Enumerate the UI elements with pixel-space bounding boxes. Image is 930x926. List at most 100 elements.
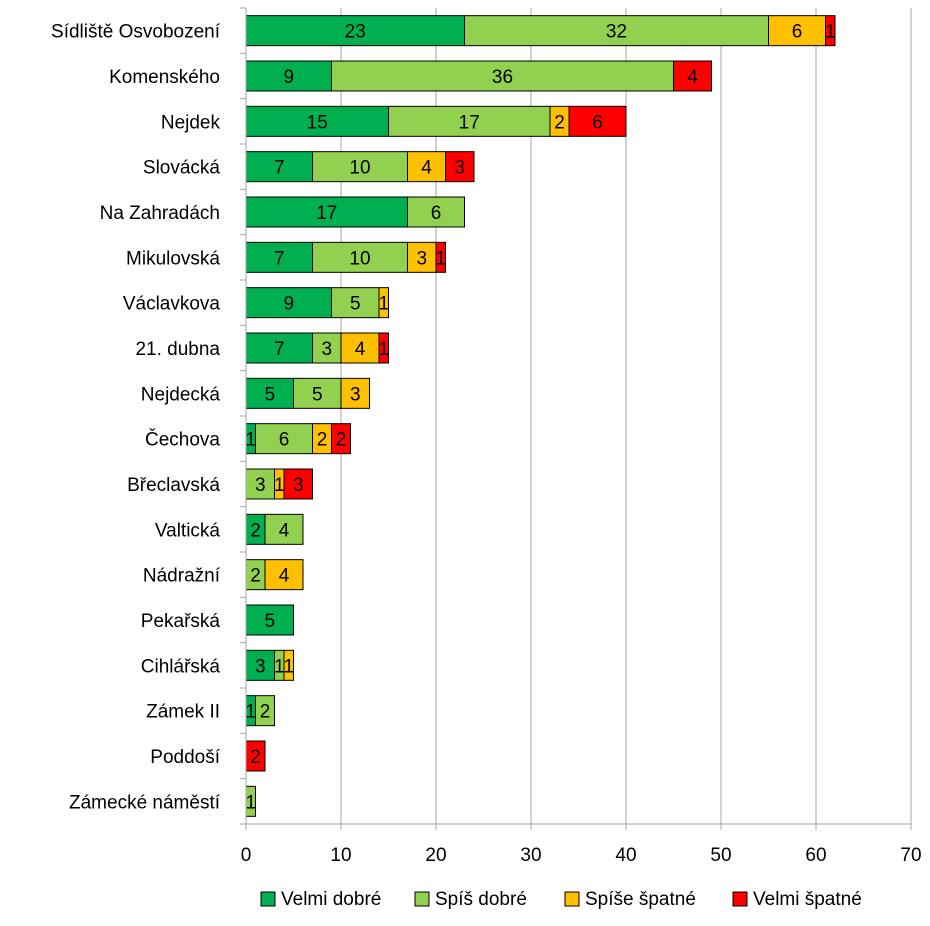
bar-segment bbox=[407, 151, 446, 183]
data-label: 10 bbox=[349, 158, 370, 179]
bar-segment bbox=[340, 377, 370, 409]
category-label: Sídliště Osvobození bbox=[51, 22, 221, 43]
data-label: 6 bbox=[279, 430, 290, 451]
data-label: 23 bbox=[345, 22, 366, 43]
category-label: Nádražní bbox=[143, 566, 221, 587]
category-label: Břeclavská bbox=[127, 475, 220, 496]
data-label: 3 bbox=[255, 656, 266, 677]
bar-segment bbox=[245, 604, 294, 636]
data-label: 5 bbox=[264, 384, 275, 405]
bar-segment bbox=[768, 15, 826, 47]
data-label: 1 bbox=[245, 702, 256, 723]
bar-segment bbox=[673, 60, 712, 92]
data-label: 5 bbox=[264, 611, 275, 632]
data-label: 3 bbox=[293, 475, 304, 496]
x-tick-label: 30 bbox=[520, 845, 541, 866]
bar-segment bbox=[378, 332, 389, 364]
data-label: 32 bbox=[606, 22, 627, 43]
data-label: 7 bbox=[274, 339, 285, 360]
bar-segment bbox=[312, 151, 408, 183]
data-label: 1 bbox=[435, 248, 446, 269]
x-tick-label: 70 bbox=[900, 845, 921, 866]
bar-segment bbox=[245, 468, 275, 500]
legend-label: Spíše špatné bbox=[585, 889, 696, 910]
bar-segment bbox=[331, 287, 380, 319]
category-label: 21. dubna bbox=[135, 339, 220, 360]
data-label: 7 bbox=[274, 248, 285, 269]
data-label: 4 bbox=[355, 339, 366, 360]
data-label: 7 bbox=[274, 158, 285, 179]
bar-segment bbox=[283, 649, 294, 681]
bar-segment bbox=[435, 241, 446, 273]
category-label: Slovácká bbox=[143, 158, 221, 179]
bar-segment bbox=[331, 60, 674, 92]
category-label: Valtická bbox=[155, 520, 221, 541]
data-label: 4 bbox=[687, 67, 698, 88]
legend-swatch bbox=[732, 891, 748, 907]
data-label: 2 bbox=[317, 430, 328, 451]
bar-segment bbox=[255, 695, 275, 727]
data-label: 3 bbox=[321, 339, 332, 360]
x-tick-label: 20 bbox=[425, 845, 446, 866]
data-label: 4 bbox=[421, 158, 432, 179]
data-label: 4 bbox=[279, 520, 290, 541]
axes: 0 10 20 30 40 50 60 70 Sídliště Osvobození Komens… bbox=[51, 7, 922, 866]
category-label: Mikulovská bbox=[126, 248, 220, 269]
data-label: 10 bbox=[349, 248, 370, 269]
data-label: 6 bbox=[592, 112, 603, 133]
bar-segment bbox=[825, 15, 836, 47]
data-label: 3 bbox=[255, 475, 266, 496]
x-tick-label: 10 bbox=[330, 845, 351, 866]
bar-segment bbox=[264, 513, 304, 545]
x-tick-label: 50 bbox=[710, 845, 731, 866]
data-label: 6 bbox=[431, 203, 442, 224]
data-label: 3 bbox=[454, 158, 465, 179]
data-label: 1 bbox=[378, 294, 389, 315]
category-label: Poddoší bbox=[150, 747, 220, 768]
data-label: 9 bbox=[283, 294, 294, 315]
bar-segment bbox=[407, 196, 465, 228]
data-label: 36 bbox=[492, 67, 513, 88]
bar-segment bbox=[264, 559, 304, 591]
x-tick-label: 40 bbox=[615, 845, 636, 866]
data-label: 2 bbox=[336, 430, 347, 451]
legend-label: Velmi špatné bbox=[753, 889, 862, 910]
legend-swatch bbox=[414, 891, 430, 907]
data-label: 2 bbox=[250, 747, 261, 768]
bar-segment bbox=[312, 241, 408, 273]
data-label: 3 bbox=[350, 384, 361, 405]
data-label: 1 bbox=[274, 656, 285, 677]
data-label: 1 bbox=[245, 792, 256, 813]
legend-label: Velmi dobré bbox=[281, 889, 381, 910]
bar-segment bbox=[464, 15, 769, 47]
bar-segment bbox=[340, 332, 380, 364]
grid bbox=[340, 8, 912, 824]
data-label: 1 bbox=[245, 430, 256, 451]
data-label: 3 bbox=[416, 248, 427, 269]
bars: 23 32 6 19 36 415 17 2 67 10 4 317 67 10 3 19 5 17 3 4 15 5 31… bbox=[245, 15, 836, 817]
bar-segment bbox=[245, 332, 313, 364]
bar-segment bbox=[245, 241, 313, 273]
data-label: 1 bbox=[283, 656, 294, 677]
legend: Velmi dobré Spíš dobré Spíše špatné Velmi š… bbox=[260, 889, 862, 910]
bar-segment bbox=[445, 151, 475, 183]
bar-segment bbox=[293, 377, 342, 409]
legend-swatch bbox=[564, 891, 580, 907]
category-label: Čechova bbox=[145, 429, 220, 451]
category-label: Zámek II bbox=[146, 702, 220, 723]
category-label: Pekařská bbox=[141, 611, 221, 632]
data-label: 15 bbox=[307, 112, 328, 133]
bar-segment bbox=[245, 151, 313, 183]
data-label: 9 bbox=[283, 67, 294, 88]
x-tick-label: 0 bbox=[241, 845, 252, 866]
category-label: Zámecké náměstí bbox=[69, 792, 221, 813]
data-label: 4 bbox=[279, 566, 290, 587]
data-label: 1 bbox=[274, 475, 285, 496]
data-label: 1 bbox=[378, 339, 389, 360]
data-label: 17 bbox=[316, 203, 337, 224]
legend-swatch bbox=[260, 891, 276, 907]
data-label: 17 bbox=[459, 112, 480, 133]
data-label: 2 bbox=[260, 702, 271, 723]
